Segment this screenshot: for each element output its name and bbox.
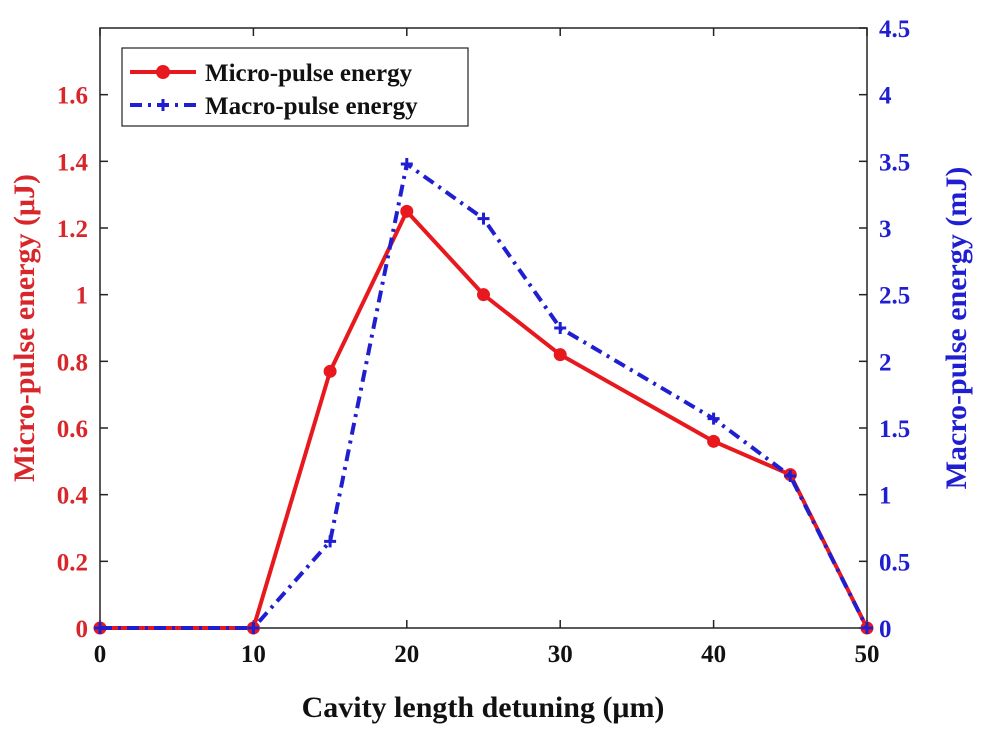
right-y-tick-label: 4.5 (879, 16, 910, 43)
legend-macro-swatch-marker (157, 99, 169, 111)
legend-micro-label: Micro-pulse energy (205, 60, 413, 87)
left-y-tick-label: 1.2 (57, 216, 88, 243)
x-tick-label: 40 (701, 641, 726, 668)
series-micro-point (477, 288, 490, 302)
left-y-tick-label: 0.6 (57, 416, 88, 443)
series-micro-point (400, 204, 414, 218)
left-y-tick-label: 1.6 (57, 83, 88, 110)
right-y-tick-label: 1.5 (879, 416, 910, 443)
series-macro-point (784, 470, 797, 482)
right-y-tick-label: 4 (879, 83, 892, 110)
series-macro-point (707, 412, 720, 425)
legend: Micro-pulse energy Macro-pulse energy (121, 47, 469, 127)
series-micro-point (553, 348, 567, 362)
right-y-tick-label: 2.5 (879, 283, 910, 310)
left-y-axis-label: Micro-pulse energy (μJ) (8, 174, 41, 482)
series-macro-point (247, 622, 260, 634)
series-layer (93, 158, 874, 635)
x-tick-label: 30 (548, 641, 573, 668)
right-y-tick-label: 3.5 (879, 149, 910, 176)
left-y-tick-label: 0.4 (57, 483, 89, 510)
x-tick-label: 50 (855, 641, 880, 668)
right-y-tick-label: 1 (879, 483, 892, 510)
series-macro-point (94, 622, 106, 634)
right-y-tick-label: 2 (879, 349, 892, 376)
series-macro-point (324, 535, 337, 548)
left-y-tick-label: 0.2 (57, 549, 88, 576)
legend-micro-swatch-marker (156, 65, 170, 79)
x-tick-label: 0 (94, 641, 107, 668)
x-tick-label: 10 (241, 641, 266, 668)
series-macro-point (554, 322, 567, 334)
left-y-tick-label: 0.8 (57, 349, 88, 376)
plot-area (99, 27, 868, 629)
x-axis-label: Cavity length detuning (μm) (302, 691, 665, 724)
right-y-axis-label: Macro-pulse energy (mJ) (940, 167, 973, 490)
right-y-tick-label: 3 (879, 216, 892, 243)
series-macro-point (861, 622, 873, 634)
right-y-tick-label: 0 (879, 616, 892, 643)
legend-macro-label: Macro-pulse energy (205, 93, 418, 120)
legend-box (121, 47, 469, 127)
right-y-tick-label: 0.5 (879, 549, 910, 576)
series-macro-point (477, 212, 490, 225)
left-y-tick-label: 1 (76, 283, 89, 310)
series-micro-point (323, 364, 337, 378)
axes-layer: 0 10 20 30 40 5000.20.40.60.811.21.41.600.511… (57, 16, 911, 668)
left-y-tick-label: 0 (76, 616, 89, 643)
x-tick-label: 20 (394, 641, 419, 668)
left-y-tick-label: 1.4 (57, 149, 89, 176)
series-micro-point (707, 434, 721, 448)
series-macro-point (400, 158, 413, 170)
